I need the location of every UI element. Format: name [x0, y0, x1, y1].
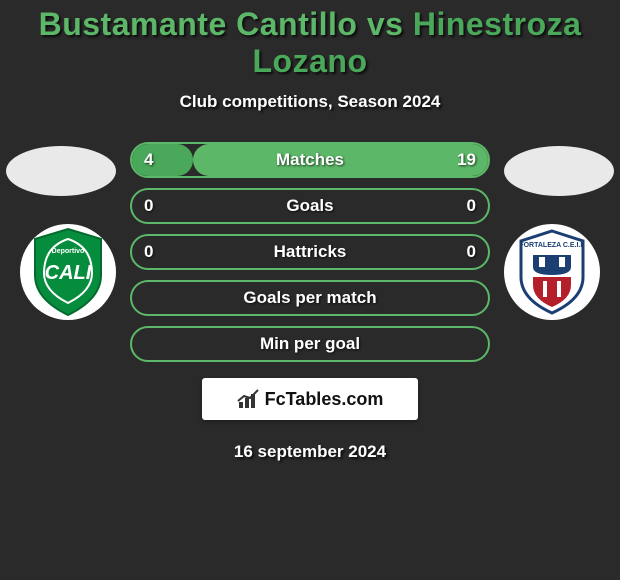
stat-value-left: 0 [144, 196, 153, 216]
player2-avatar [504, 146, 614, 196]
player2-club-badge: FORTALEZA C.E.I.F [504, 224, 600, 320]
deportivo-cali-shield-icon: CALI Deportivo [29, 227, 107, 317]
stat-row: Hattricks 0 0 [130, 234, 490, 270]
stats-list: Matches 4 19 Goals 0 0 Hattricks 0 0 Goals per ma… [130, 142, 490, 362]
svg-text:FORTALEZA C.E.I.F: FORTALEZA C.E.I.F [519, 242, 585, 249]
player1-name: Bustamante Cantillo [39, 6, 358, 42]
svg-text:Deportivo: Deportivo [52, 248, 85, 255]
stat-fill-left [132, 144, 193, 176]
stat-label: Matches [276, 150, 344, 170]
stat-row: Min per goal [130, 326, 490, 362]
date-text: 16 september 2024 [130, 442, 490, 462]
stat-label: Goals per match [243, 288, 376, 308]
stat-value-left: 4 [144, 150, 153, 170]
stat-value-right: 19 [457, 150, 476, 170]
stat-value-right: 0 [467, 196, 476, 216]
main-panel: CALI Deportivo FORTALEZA C.E.I.F Matches… [0, 142, 620, 462]
player1-avatar [6, 146, 116, 196]
fortaleza-shield-icon: FORTALEZA C.E.I.F [513, 227, 591, 317]
stat-label: Goals [286, 196, 333, 216]
stat-label: Hattricks [274, 242, 347, 262]
vs-text: vs [357, 6, 412, 42]
stat-row: Matches 4 19 [130, 142, 490, 178]
page-title: Bustamante Cantillo vs Hinestroza Lozano [0, 6, 620, 80]
stat-value-left: 0 [144, 242, 153, 262]
stat-row: Goals 0 0 [130, 188, 490, 224]
subtitle: Club competitions, Season 2024 [0, 92, 620, 112]
svg-text:CALI: CALI [45, 262, 92, 284]
stat-value-right: 0 [467, 242, 476, 262]
brand-badge[interactable]: FcTables.com [202, 378, 418, 420]
brand-text: FcTables.com [265, 389, 384, 410]
comparison-card: Bustamante Cantillo vs Hinestroza Lozano… [0, 0, 620, 462]
bar-chart-icon [237, 388, 261, 410]
stat-row: Goals per match [130, 280, 490, 316]
stat-label: Min per goal [260, 334, 360, 354]
player1-club-badge: CALI Deportivo [20, 224, 116, 320]
